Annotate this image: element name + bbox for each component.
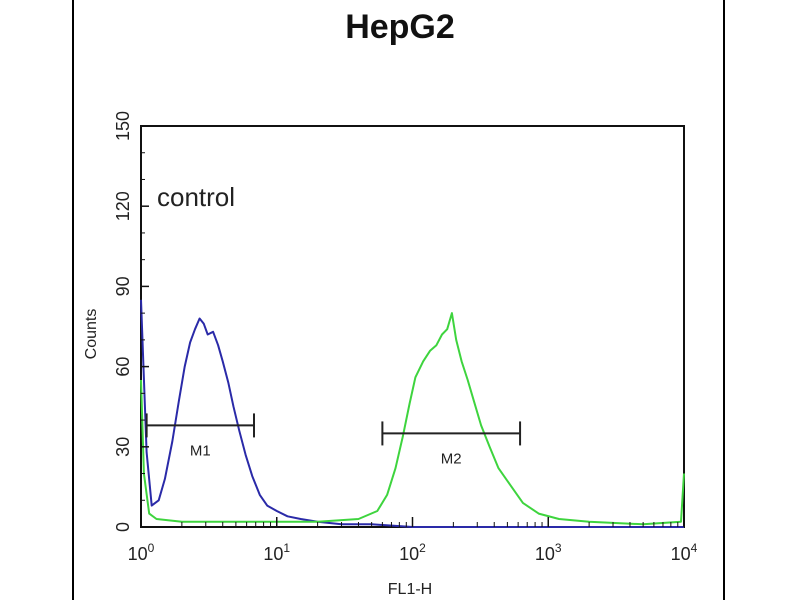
x-tick-label: 104	[671, 541, 698, 564]
y-tick-label: 120	[113, 191, 133, 221]
frame-right-border	[723, 0, 725, 600]
x-tick-label: 101	[263, 541, 290, 564]
frame-left-border	[72, 0, 74, 600]
x-tick-label: 103	[535, 541, 562, 564]
x-tick-label: 102	[399, 541, 426, 564]
y-tick-label: 150	[113, 111, 133, 141]
m2-gate-label: M2	[441, 450, 462, 467]
y-tick-label: 30	[113, 437, 133, 457]
y-tick-label: 0	[113, 522, 133, 532]
y-axis-label: Counts	[83, 309, 100, 360]
series-2-line	[140, 312, 685, 526]
control-annotation: control	[157, 182, 235, 212]
y-tick-label: 60	[113, 357, 133, 377]
y-tick-label: 90	[113, 276, 133, 296]
x-tick-label: 100	[128, 541, 155, 564]
m1-gate-label: M1	[190, 442, 211, 459]
chart-title: HepG2	[345, 8, 455, 46]
x-axis-label: FL1-H	[388, 581, 432, 598]
series-1-line	[140, 299, 684, 528]
